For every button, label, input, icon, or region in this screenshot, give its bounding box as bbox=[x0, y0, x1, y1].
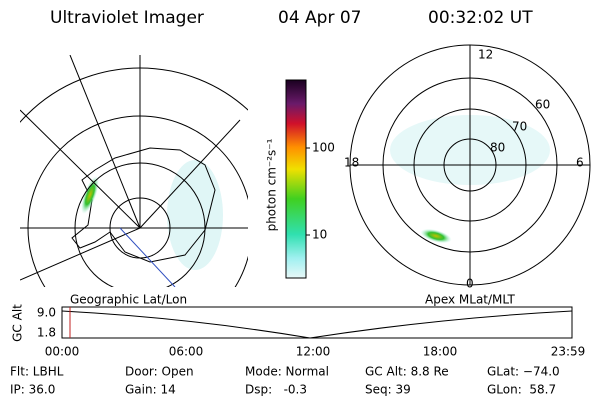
colorbar-tick: 10 bbox=[312, 228, 327, 242]
y-tick-label: 9.0 bbox=[37, 306, 56, 320]
x-tick-label: 12:00 bbox=[296, 345, 331, 359]
time: 00:32:02 UT bbox=[428, 8, 533, 28]
x-tick-label: 18:00 bbox=[423, 345, 458, 359]
x-tick-label: 06:00 bbox=[169, 345, 204, 359]
x-tick-label: 23:59 bbox=[551, 345, 586, 359]
lat-label: 80 bbox=[490, 141, 505, 155]
colorbar-unit: photon cm⁻²s⁻¹ bbox=[265, 138, 279, 231]
status-field: Mode: Normal bbox=[245, 365, 329, 379]
colorbar: 100 10 photon cm⁻²s⁻¹ bbox=[265, 79, 335, 279]
geographic-map bbox=[20, 55, 248, 287]
caption: Apex MLat/MLT bbox=[425, 293, 515, 307]
date: 04 Apr 07 bbox=[278, 8, 361, 28]
lat-label: 70 bbox=[512, 120, 527, 134]
colorbar-tick: 100 bbox=[312, 141, 335, 155]
status-field: Flt: LBHL bbox=[10, 365, 64, 379]
footer: Flt: LBHL Door: Open Mode: Normal GC Alt: 8… bbox=[10, 365, 560, 397]
polar-map: 12 18 6 0 60 70 80 bbox=[344, 44, 591, 291]
caption: Geographic Lat/Lon bbox=[70, 293, 187, 307]
x-tick-label: 00:00 bbox=[45, 345, 80, 359]
status-field: Dsp: -0.3 bbox=[245, 383, 307, 397]
timeline: Geographic Lat/Lon Apex MLat/MLT GC Alt … bbox=[11, 293, 586, 359]
status-field: GLon: 58.7 bbox=[487, 383, 556, 397]
lat-label: 60 bbox=[535, 98, 550, 112]
title: Ultraviolet Imager bbox=[50, 8, 204, 28]
status-field: GC Alt: 8.8 Re bbox=[365, 365, 449, 379]
mlt-label: 12 bbox=[478, 48, 493, 62]
status-field: GLat: −74.0 bbox=[487, 365, 560, 379]
y-tick-label: 1.8 bbox=[37, 326, 56, 340]
status-field: Gain: 14 bbox=[125, 383, 176, 397]
mlt-label: 6 bbox=[576, 156, 584, 170]
mlt-label: 18 bbox=[344, 156, 359, 170]
status-field: Seq: 39 bbox=[365, 383, 411, 397]
mlt-label: 0 bbox=[466, 277, 474, 291]
status-field: IP: 36.0 bbox=[10, 383, 55, 397]
y-label: GC Alt bbox=[11, 304, 25, 342]
status-field: Door: Open bbox=[125, 365, 194, 379]
